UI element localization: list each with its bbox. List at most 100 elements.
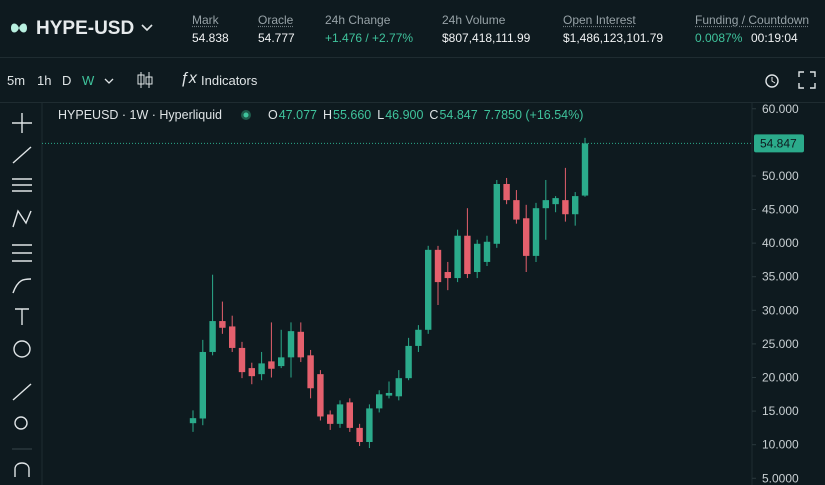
chart-type-button[interactable]: [135, 70, 155, 90]
legend-value: 55.660: [333, 108, 371, 122]
candle-body: [307, 355, 314, 389]
candle-body: [542, 200, 549, 209]
stat-label: Open Interest: [563, 13, 636, 27]
legend-title: HYPEUSD · 1W · Hyperliquid: [58, 108, 222, 122]
candle-body: [229, 326, 236, 348]
y-tick-label: 45.000: [762, 203, 799, 217]
fib-tool[interactable]: [12, 244, 32, 262]
logo: [11, 23, 27, 33]
magnet-tool[interactable]: [14, 462, 30, 477]
zoom-tool[interactable]: [14, 416, 28, 430]
drawing-sidebar: [12, 113, 32, 477]
candle-body: [258, 363, 265, 375]
y-tick-label: 35.000: [762, 270, 799, 284]
candle-body: [532, 208, 540, 256]
crosshair-tool[interactable]: [12, 113, 32, 133]
legend-value: 46.900: [385, 108, 423, 122]
candle-body: [376, 394, 383, 409]
y-tick-label: 25.000: [762, 337, 799, 351]
candle-body: [405, 345, 412, 379]
stat-label: Funding / Countdown: [695, 13, 810, 27]
countdown: 00:19:04: [751, 31, 798, 45]
y-tick-label: 20.000: [762, 371, 799, 385]
stat-value: +1.476 / +2.77%: [325, 31, 414, 45]
brush-tool[interactable]: [12, 278, 32, 294]
legend-key: H: [323, 108, 332, 122]
candle-body: [395, 378, 402, 397]
toolbar: 5m 1h D W ƒx Indicators: [0, 58, 825, 103]
y-tick-label: 30.000: [762, 303, 799, 317]
interval[interactable]: W: [82, 73, 95, 88]
legend-key: C: [429, 108, 438, 122]
measure-tool[interactable]: [12, 383, 32, 401]
legend-values: O 47.077 H 55.660 L 46.900 C 54.847 7.7850 (+16.…: [268, 108, 583, 122]
candle-body: [523, 218, 530, 256]
interval[interactable]: 1h: [37, 73, 52, 88]
candle-body: [199, 351, 206, 419]
symbol-dropdown[interactable]: [140, 23, 154, 33]
line-tool[interactable]: [12, 146, 32, 164]
stat-label: Oracle: [258, 13, 294, 27]
legend-key: L: [377, 108, 384, 122]
last-price-tag: 54.847: [760, 136, 797, 150]
stat-label: 24h Volume: [442, 13, 506, 27]
screenshot-button[interactable]: [762, 70, 782, 90]
candle-body: [581, 143, 589, 196]
candle-body: [219, 321, 226, 328]
candle-body: [346, 402, 353, 428]
candle-body: [483, 241, 491, 262]
candle-body: [415, 329, 422, 346]
fullscreen-button[interactable]: [797, 70, 817, 90]
candle-body: [278, 357, 285, 367]
candle-body: [327, 414, 334, 424]
candle-body: [454, 235, 461, 279]
candle-body: [474, 243, 481, 273]
candle-body: [287, 331, 295, 358]
candle-body: [317, 374, 324, 417]
candle-body: [425, 249, 432, 330]
emoji-tool[interactable]: [13, 340, 31, 358]
candle-body: [572, 196, 579, 215]
last-price-tag-bg: [754, 134, 804, 153]
symbol[interactable]: HYPE-USD: [36, 18, 135, 39]
candle-body: [513, 200, 520, 220]
candle-body: [336, 404, 344, 424]
text-tool[interactable]: [15, 308, 29, 325]
y-tick-label: 5.0000: [762, 471, 799, 485]
indicators-icon[interactable]: ƒx: [180, 70, 197, 87]
legend-key: O: [268, 108, 278, 122]
indicators-button[interactable]: Indicators: [201, 73, 258, 88]
interval[interactable]: 5m: [7, 73, 26, 88]
parallel-tool[interactable]: [12, 178, 32, 192]
stat-value: 0.0087%: [695, 31, 743, 45]
y-tick-label: 60.000: [762, 102, 799, 116]
y-tick-label: 40.000: [762, 236, 799, 250]
candle-body: [552, 198, 559, 205]
candle-body: [444, 272, 451, 279]
legend-change: 7.7850 (+16.54%): [484, 108, 584, 122]
candle-body: [268, 361, 275, 369]
y-tick-label: 50.000: [762, 169, 799, 183]
interval[interactable]: D: [62, 73, 72, 88]
stat-value: $1,486,123,101.79: [563, 31, 664, 45]
candle-body: [366, 408, 373, 442]
candle-body: [434, 249, 442, 283]
interval-dropdown[interactable]: [103, 76, 115, 86]
candle-body: [562, 200, 569, 215]
pattern-tool[interactable]: [12, 209, 32, 228]
candle-body: [189, 418, 197, 424]
candle-body: [385, 392, 393, 396]
stat-label: 24h Change: [325, 13, 391, 27]
header: HYPE-USD Mark 54.838 Oracle 54.777 24h C…: [0, 0, 825, 58]
candle-body: [503, 184, 510, 201]
candle-body: [238, 347, 246, 373]
candle-body: [493, 184, 500, 244]
stat-value: 54.777: [258, 31, 295, 45]
legend-value: 54.847: [439, 108, 477, 122]
y-tick-label: 10.000: [762, 438, 799, 452]
stat-value: $807,418,111.99: [442, 31, 531, 45]
stat-label: Mark: [192, 13, 219, 27]
candle-body: [464, 235, 471, 275]
